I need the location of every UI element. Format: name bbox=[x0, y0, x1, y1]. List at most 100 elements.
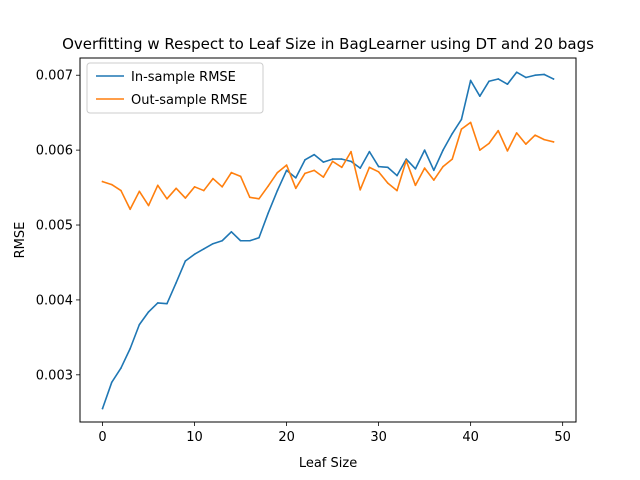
series-line-1 bbox=[101, 121, 555, 211]
data-point bbox=[166, 302, 168, 305]
data-point bbox=[515, 71, 518, 74]
data-point bbox=[488, 80, 490, 83]
data-point bbox=[341, 166, 343, 169]
series-layer bbox=[101, 71, 555, 410]
x-tick-label: 10 bbox=[186, 430, 203, 445]
x-axis-label: Leaf Size bbox=[299, 456, 357, 471]
y-axis-label: RMSE bbox=[13, 222, 28, 259]
x-tick-label: 50 bbox=[554, 430, 571, 445]
data-point bbox=[543, 73, 546, 76]
y-tick-label: 0.006 bbox=[36, 144, 73, 159]
y-tick-label: 0.005 bbox=[36, 219, 73, 234]
data-point bbox=[120, 367, 122, 369]
data-point bbox=[147, 204, 150, 207]
data-point bbox=[129, 208, 131, 211]
data-point bbox=[525, 76, 527, 79]
data-point bbox=[304, 159, 306, 161]
data-point bbox=[258, 236, 260, 239]
data-point bbox=[433, 179, 435, 181]
data-point bbox=[285, 169, 288, 172]
data-point bbox=[129, 347, 131, 350]
data-point bbox=[193, 186, 196, 188]
plot-area bbox=[79, 57, 577, 423]
chart-title: Overfitting w Respect to Leaf Size in Ba… bbox=[62, 35, 594, 53]
data-point bbox=[414, 168, 417, 170]
data-point bbox=[184, 260, 187, 262]
data-point bbox=[414, 184, 417, 187]
data-point bbox=[396, 174, 398, 177]
data-point bbox=[451, 158, 454, 160]
data-point bbox=[276, 171, 279, 174]
x-tick-label: 0 bbox=[98, 430, 106, 445]
data-point bbox=[184, 197, 187, 199]
data-point bbox=[313, 169, 316, 172]
data-point bbox=[331, 158, 334, 160]
y-axis: 0.003 0.004 0.005 0.006 0.007 bbox=[36, 69, 80, 383]
legend-label-in-sample: In-sample RMSE bbox=[131, 70, 236, 85]
data-point bbox=[423, 149, 426, 151]
data-point bbox=[405, 159, 408, 162]
data-point bbox=[368, 150, 371, 153]
data-point bbox=[488, 142, 490, 145]
data-point bbox=[460, 128, 463, 130]
y-tick-label: 0.004 bbox=[36, 293, 73, 308]
x-tick-label: 40 bbox=[462, 430, 479, 445]
data-point bbox=[313, 153, 316, 156]
x-tick-label: 30 bbox=[370, 430, 387, 445]
data-point bbox=[156, 184, 159, 187]
data-point bbox=[276, 189, 279, 192]
plot-frame bbox=[79, 57, 577, 423]
data-point bbox=[479, 95, 481, 97]
legend: In-sample RMSE Out-sample RMSE bbox=[86, 62, 264, 114]
data-point bbox=[147, 311, 150, 313]
data-point bbox=[267, 185, 269, 187]
data-point bbox=[294, 177, 297, 179]
data-point bbox=[221, 186, 223, 188]
data-point bbox=[525, 143, 527, 145]
y-tick-label: 0.007 bbox=[36, 69, 73, 84]
data-point bbox=[534, 134, 536, 136]
data-point bbox=[350, 160, 352, 163]
data-point bbox=[267, 212, 269, 214]
data-point bbox=[359, 167, 362, 169]
data-point bbox=[451, 132, 454, 135]
data-point bbox=[138, 323, 141, 326]
data-point bbox=[101, 407, 104, 410]
data-point bbox=[193, 253, 196, 256]
data-point bbox=[248, 196, 251, 199]
data-point bbox=[239, 175, 242, 178]
legend-box bbox=[86, 62, 264, 114]
data-point bbox=[175, 281, 177, 284]
data-point bbox=[433, 169, 435, 172]
data-point bbox=[322, 176, 325, 178]
x-axis: 0 10 20 30 40 50 bbox=[98, 422, 571, 445]
data-point bbox=[258, 198, 260, 200]
data-point bbox=[304, 172, 306, 175]
data-point bbox=[359, 189, 362, 191]
data-point bbox=[138, 190, 141, 193]
x-tick-label: 20 bbox=[278, 430, 295, 445]
data-point bbox=[377, 165, 380, 168]
data-point bbox=[110, 183, 113, 186]
data-point bbox=[387, 182, 389, 184]
data-point bbox=[552, 141, 555, 143]
data-point bbox=[212, 177, 214, 180]
data-point bbox=[285, 164, 288, 166]
data-point bbox=[534, 74, 536, 77]
data-point bbox=[543, 138, 546, 141]
data-point bbox=[460, 118, 463, 121]
data-point bbox=[341, 158, 343, 160]
data-point bbox=[175, 187, 177, 190]
data-point bbox=[405, 158, 408, 160]
data-point bbox=[110, 381, 113, 384]
data-point bbox=[497, 129, 500, 132]
data-point bbox=[479, 149, 481, 151]
data-point bbox=[469, 121, 472, 124]
data-point bbox=[120, 189, 122, 192]
data-point bbox=[497, 78, 500, 80]
data-point bbox=[350, 150, 352, 153]
data-point bbox=[387, 166, 389, 169]
data-point bbox=[506, 150, 509, 152]
data-point bbox=[469, 79, 472, 82]
data-point bbox=[552, 78, 555, 80]
